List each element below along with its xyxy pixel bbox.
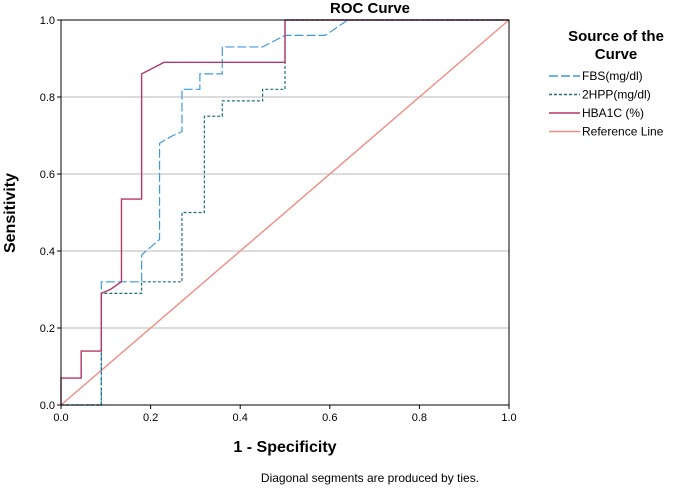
chart-title: ROC Curve <box>330 0 410 17</box>
x-axis-title: 1 - Specificity <box>233 439 336 456</box>
legend-title-line-1: Source of the <box>568 28 664 45</box>
y-tick-label: 0.6 <box>40 169 55 181</box>
grid-lines <box>61 96 509 329</box>
x-tick-label: 0.4 <box>233 412 248 424</box>
series-lines <box>60 19 510 406</box>
y-axis-title: Sensitivity <box>2 173 19 253</box>
series-line-hba1c <box>60 19 509 405</box>
x-tick-label: 0.8 <box>412 412 427 424</box>
y-tick-label: 0.4 <box>40 246 55 258</box>
legend-entries: FBS(mg/dl) 2HPP(mg/dl) HBA1C (%) Reference … <box>549 69 664 139</box>
plot-frame <box>60 19 510 406</box>
legend-label: HBA1C (%) <box>582 106 644 120</box>
legend-label: FBS(mg/dl) <box>582 69 643 83</box>
y-tick-label: 0.2 <box>40 323 55 335</box>
series-line-reference-line <box>60 19 510 406</box>
x-tick-label: 0.0 <box>53 412 68 424</box>
x-tick-label: 1.0 <box>501 412 516 424</box>
series-line-fbs-mg-dl <box>61 19 509 406</box>
footnote: Diagonal segments are produced by ties. <box>261 471 479 485</box>
y-tick-label: 0.0 <box>40 400 55 412</box>
legend-label: Reference Line <box>582 125 664 139</box>
axis-ticks: 0.0 0.2 0.4 0.6 0.8 1.0 0.0 0.2 0.4 0.6 0.8 1.0 <box>40 15 517 424</box>
y-tick-label: 1.0 <box>40 15 55 27</box>
x-tick-label: 0.6 <box>322 412 337 424</box>
legend-label: 2HPP(mg/dl) <box>582 88 651 102</box>
series-line-2hpp-mg-dl <box>61 19 509 406</box>
legend: Source of the Curve FBS(mg/dl) 2HPP(mg/dl… <box>549 28 664 139</box>
y-tick-label: 0.8 <box>40 92 55 104</box>
x-tick-label: 0.2 <box>143 412 158 424</box>
legend-title-line-2: Curve <box>595 46 638 63</box>
